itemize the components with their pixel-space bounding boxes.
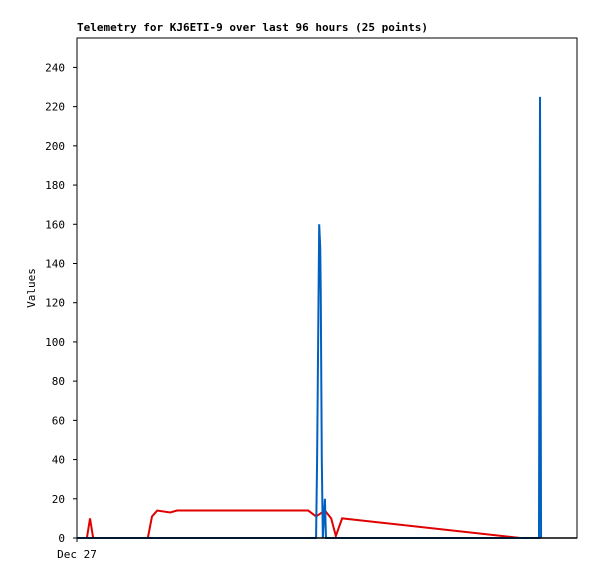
y-tick-label: 140 <box>45 257 65 270</box>
y-tick-label: 60 <box>52 414 65 427</box>
y-tick-label: 200 <box>45 140 65 153</box>
y-tick-label: 100 <box>45 336 65 349</box>
y-tick-label: 20 <box>52 493 65 506</box>
y-tick-label: 40 <box>52 454 65 467</box>
y-axis-label: Values <box>25 268 38 308</box>
plot-frame <box>76 37 578 539</box>
y-tick-label: 220 <box>45 101 65 114</box>
chart-title: Telemetry for KJ6ETI-9 over last 96 hour… <box>77 21 428 34</box>
y-tick-label: 120 <box>45 297 65 310</box>
series-line <box>77 96 543 539</box>
y-tick-label: 80 <box>52 375 65 388</box>
y-tick-label: 160 <box>45 218 65 231</box>
y-tick-label: 0 <box>58 532 65 545</box>
x-tick-label: Dec 27 <box>57 548 97 561</box>
series-line <box>77 509 541 540</box>
y-tick-label: 240 <box>45 61 65 74</box>
y-tick-label: 180 <box>45 179 65 192</box>
